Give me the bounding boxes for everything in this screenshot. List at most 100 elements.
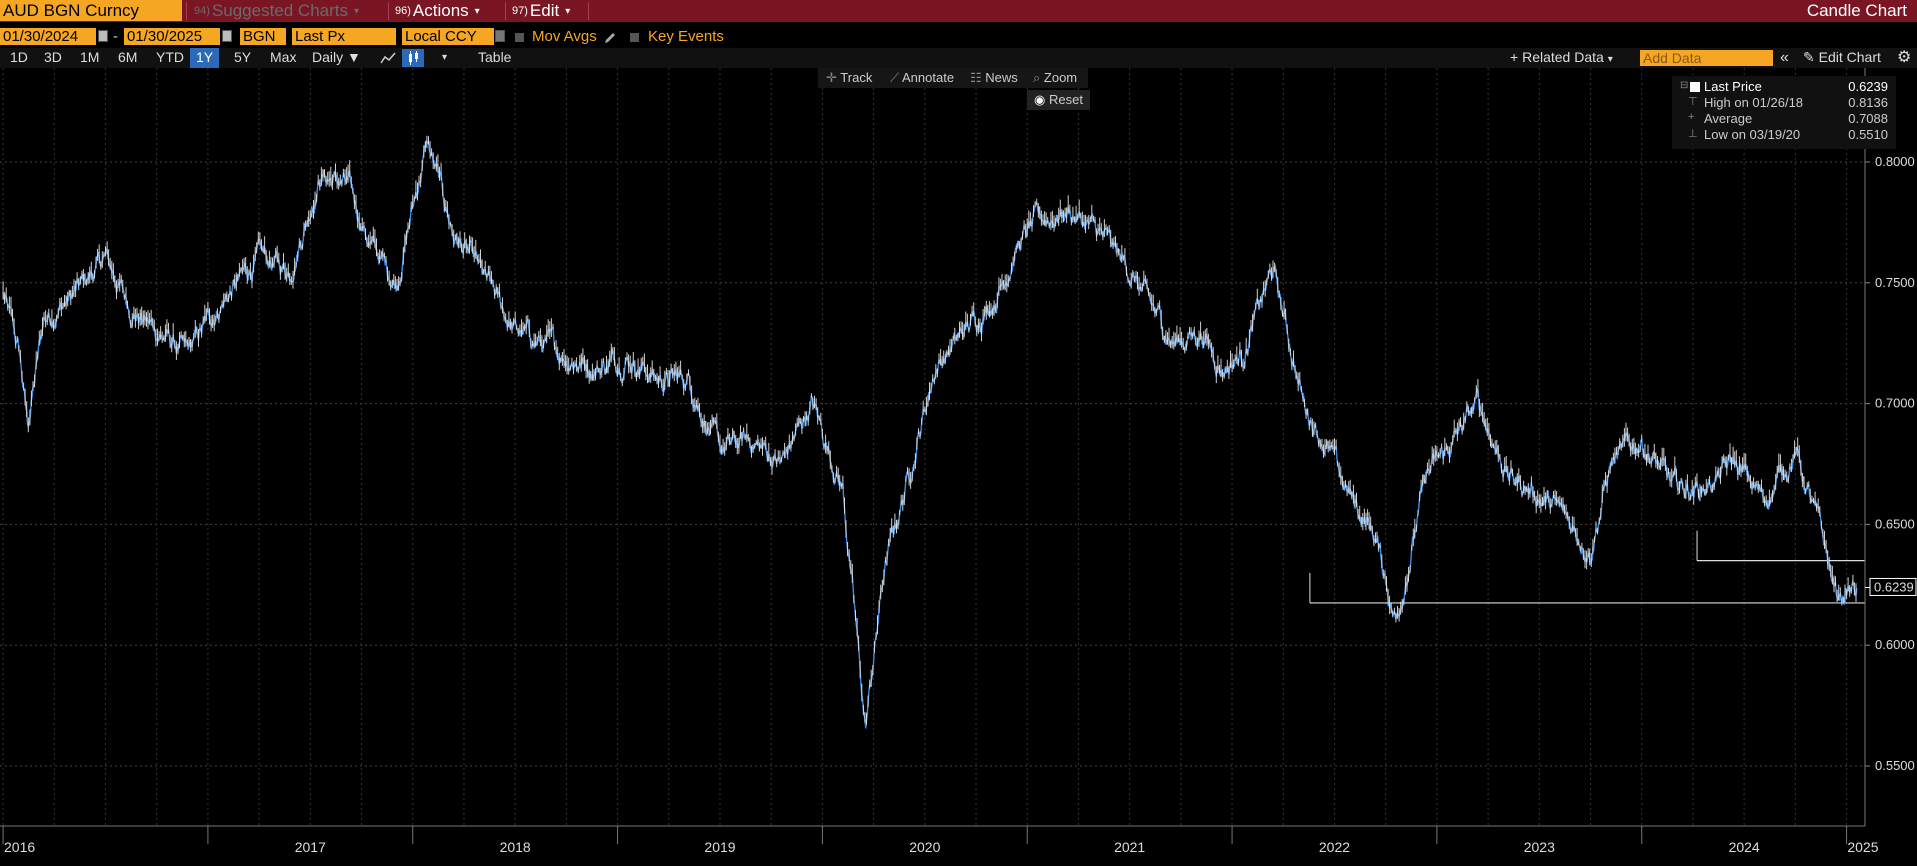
reference-lines bbox=[1309, 530, 1865, 604]
reset-control[interactable]: ◉ Reset bbox=[1034, 91, 1083, 109]
high-marker-icon: ⊤ bbox=[1688, 96, 1698, 108]
chart-tool-strip bbox=[818, 68, 1088, 88]
annotate-label: Annotate bbox=[902, 70, 955, 85]
y-tick-label: 0.6500 bbox=[1875, 516, 1915, 531]
x-tick-label: 2020 bbox=[909, 839, 940, 855]
period-max[interactable]: Max bbox=[270, 49, 297, 65]
source-field[interactable]: BGN bbox=[240, 28, 286, 45]
collapse-legend-icon[interactable]: ⊟ bbox=[1680, 80, 1689, 91]
reset-label: Reset bbox=[1048, 92, 1083, 107]
x-tick-label: 2018 bbox=[500, 839, 531, 855]
zoom-tool[interactable]: ⌕ Zoom bbox=[1033, 69, 1077, 87]
y-tick-label: 0.7000 bbox=[1875, 396, 1915, 411]
legend-last-value: 0.6239 bbox=[1848, 79, 1888, 94]
series-swatch bbox=[1690, 82, 1700, 92]
y-tick-label: 0.8000 bbox=[1875, 154, 1915, 169]
y-tick-label: 0.6000 bbox=[1875, 637, 1915, 652]
frequency-select[interactable]: Daily ▼ bbox=[312, 48, 361, 68]
x-tick-label: 2016 bbox=[4, 839, 35, 855]
period-5y[interactable]: 5Y bbox=[234, 49, 252, 65]
y-axis: 0.8000 0.7500 0.7000 0.6500 0.6000 0.5500 0.62… bbox=[1864, 68, 1917, 826]
chart-type-title: Candle Chart bbox=[1806, 1, 1907, 20]
period-3d[interactable]: 3D bbox=[44, 49, 62, 65]
edit-menu[interactable]: 97) Edit ▾ bbox=[512, 0, 570, 22]
chart-grid bbox=[0, 68, 1865, 826]
separator bbox=[588, 2, 589, 20]
x-tick-label: 2017 bbox=[295, 839, 326, 855]
caret-down-icon: ▾ bbox=[1607, 54, 1613, 65]
x-tick-label: 2023 bbox=[1524, 839, 1555, 855]
x-axis: 2016 2017 2018 2019 2020 2021 2022 2023 2024 2025 bbox=[0, 825, 1879, 855]
edit-chart-button[interactable]: ✎ Edit Chart bbox=[1803, 48, 1881, 68]
key-events-checkbox[interactable] bbox=[630, 33, 639, 42]
x-tick-label: 2019 bbox=[704, 839, 735, 855]
edit-label: Edit bbox=[529, 1, 560, 20]
add-data-input[interactable]: Add Data bbox=[1640, 50, 1773, 66]
last-price-label: 0.6239 bbox=[1874, 579, 1914, 594]
line-tool-icon: ⟋ bbox=[890, 70, 900, 85]
pencil-icon: ✎ bbox=[1803, 49, 1815, 65]
y-tick-label: 0.5500 bbox=[1875, 758, 1915, 773]
separator bbox=[388, 2, 389, 20]
candle-wicks bbox=[2, 135, 1857, 725]
period-1m[interactable]: 1M bbox=[80, 49, 100, 65]
related-data-label: Related Data bbox=[1522, 49, 1604, 65]
plus-icon: + bbox=[1510, 49, 1519, 65]
legend-last-label: Last Price bbox=[1704, 79, 1762, 94]
related-data-button[interactable]: + Related Data ▾ bbox=[1510, 48, 1613, 68]
security-ticker-field[interactable]: AUD BGN Curncy bbox=[0, 0, 182, 21]
menu-number: 94) bbox=[194, 5, 210, 17]
price-chart[interactable]: 0.8000 0.7500 0.7000 0.6500 0.6000 0.5500 0.62… bbox=[0, 68, 1917, 866]
period-6m[interactable]: 6M bbox=[118, 49, 138, 65]
triangle-down-icon: ▼ bbox=[347, 49, 361, 65]
y-tick-label: 0.7500 bbox=[1875, 275, 1915, 290]
calendar-icon[interactable] bbox=[98, 30, 108, 42]
mov-avgs-checkbox[interactable] bbox=[515, 33, 524, 42]
x-tick-label: 2022 bbox=[1319, 839, 1350, 855]
calendar-icon[interactable] bbox=[222, 30, 232, 42]
start-date-field[interactable]: 01/30/2024 bbox=[0, 28, 96, 45]
price-line bbox=[2, 139, 1858, 729]
separator bbox=[186, 2, 187, 20]
suggested-charts-menu[interactable]: 94) Suggested Charts ▾ bbox=[194, 0, 359, 22]
actions-menu[interactable]: 96) Actions ▾ bbox=[395, 0, 480, 22]
line-chart-icon[interactable] bbox=[380, 51, 396, 65]
key-events-label: Key Events bbox=[648, 28, 724, 45]
chart-type-dropdown-icon[interactable]: ▾ bbox=[442, 52, 448, 63]
period-1y[interactable]: 1Y bbox=[190, 48, 220, 68]
collapse-icon[interactable]: « bbox=[1780, 49, 1789, 66]
date-dash: - bbox=[113, 28, 118, 45]
chart-legend: ⊟ Last Price 0.6239 ⊤ High on 01/26/18 0… bbox=[1672, 76, 1896, 149]
track-tool[interactable]: ✛ Track bbox=[826, 69, 872, 87]
dropdown-icon[interactable] bbox=[495, 30, 505, 42]
candle-chart-icon[interactable] bbox=[402, 49, 424, 67]
frequency-label: Daily bbox=[312, 49, 344, 65]
period-toolbar: 1D 3D 1M 6M YTD 1Y 5Y Max Daily ▼ ▾ Tabl… bbox=[0, 48, 1917, 68]
table-button[interactable]: Table bbox=[478, 49, 512, 65]
end-date-field[interactable]: 01/30/2025 bbox=[124, 28, 220, 45]
zoom-label: Zoom bbox=[1043, 70, 1078, 85]
suggested-charts-label: Suggested Charts bbox=[211, 1, 348, 20]
last-price-box bbox=[1869, 577, 1917, 596]
reset-button[interactable] bbox=[1027, 90, 1090, 110]
radio-icon: ◉ bbox=[1034, 92, 1046, 107]
controls-row: 01/30/2024 - 01/30/2025 BGN Last Px Loca… bbox=[0, 24, 1917, 47]
magnifier-icon: ⌕ bbox=[1033, 70, 1041, 85]
news-label: News bbox=[985, 70, 1018, 85]
actions-label: Actions bbox=[412, 1, 469, 20]
menu-number: 96) bbox=[395, 5, 411, 17]
period-ytd[interactable]: YTD bbox=[156, 49, 184, 65]
currency-select[interactable]: Local CCY bbox=[402, 28, 494, 45]
crosshair-icon: ✛ bbox=[826, 70, 837, 85]
news-tool[interactable]: ☷ News bbox=[970, 69, 1018, 87]
legend-low-label: Low on 03/19/20 bbox=[1704, 127, 1801, 142]
price-field-select[interactable]: Last Px bbox=[292, 28, 396, 45]
annotate-tool[interactable]: ⟋ Annotate bbox=[890, 69, 954, 87]
period-1d[interactable]: 1D bbox=[10, 49, 28, 65]
pencil-icon[interactable] bbox=[603, 32, 617, 44]
edit-chart-label: Edit Chart bbox=[1818, 49, 1881, 65]
low-marker-icon: ⊥ bbox=[1688, 128, 1698, 140]
settings-gear-icon[interactable]: ⚙ bbox=[1897, 49, 1912, 66]
menu-number: 97) bbox=[512, 5, 528, 17]
legend-high-label: High on 01/26/18 bbox=[1704, 95, 1804, 110]
